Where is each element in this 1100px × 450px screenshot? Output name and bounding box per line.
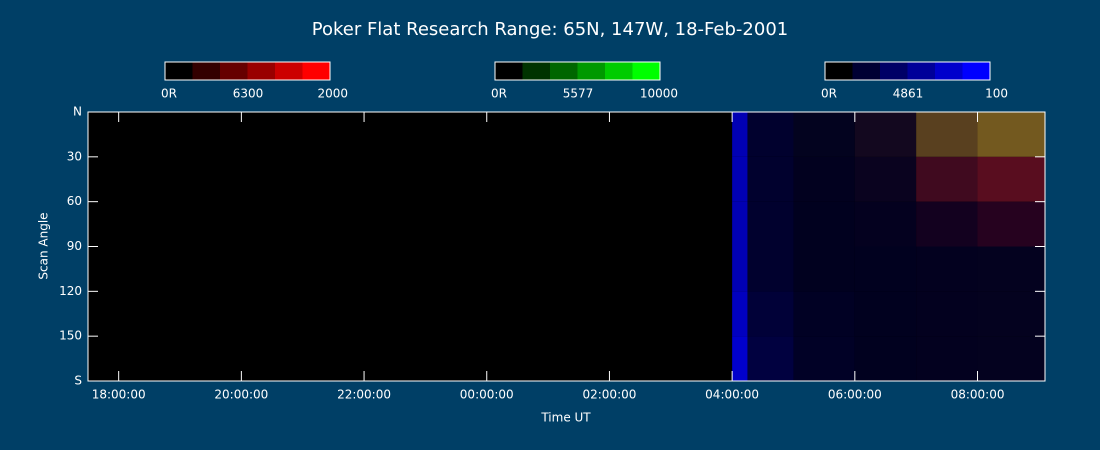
- intensity-cell: [854, 156, 917, 202]
- colorbar-segment: [935, 62, 963, 80]
- intensity-cell: [854, 291, 917, 337]
- x-tick-label: 18:00:00: [92, 388, 146, 402]
- y-tick-label: 60: [67, 194, 82, 208]
- intensity-cell: [793, 246, 855, 292]
- colorbar-segment: [275, 62, 303, 80]
- colorbar-frame: [494, 61, 661, 81]
- x-tick-label: 22:00:00: [337, 388, 391, 402]
- x-tick-label: 00:00:00: [460, 388, 514, 402]
- y-tick-label: 150: [59, 329, 82, 343]
- intensity-cell: [916, 112, 978, 157]
- colorbar-max-label: 10000: [640, 87, 678, 101]
- intensity-cell: [916, 336, 978, 381]
- colorbar-segment: [302, 62, 330, 80]
- x-tick-label: 06:00:00: [828, 388, 882, 402]
- colorbar-max-label: 100: [985, 87, 1008, 101]
- x-tick-label: 08:00:00: [951, 388, 1005, 402]
- intensity-cell: [732, 112, 748, 157]
- intensity-cell: [916, 156, 978, 202]
- intensity-cell: [977, 112, 1045, 157]
- y-tick-label: N: [73, 105, 82, 119]
- intensity-cell: [732, 336, 748, 381]
- intensity-cell: [916, 291, 978, 337]
- intensity-cell: [977, 201, 1045, 247]
- intensity-cell: [854, 246, 917, 292]
- intensity-cell: [732, 246, 748, 292]
- y-tick-label: 90: [67, 239, 82, 253]
- intensity-cell: [747, 112, 794, 157]
- intensity-cell: [747, 201, 794, 247]
- x-tick-label: 02:00:00: [582, 388, 636, 402]
- intensity-cell: [977, 291, 1045, 337]
- colorbar-min-label: 0R: [491, 87, 507, 101]
- intensity-cell: [854, 201, 917, 247]
- intensity-cell: [977, 246, 1045, 292]
- colorbar-segment: [605, 62, 633, 80]
- colorbar-segment: [962, 62, 990, 80]
- intensity-cell: [854, 336, 917, 381]
- y-tick-label: 120: [59, 284, 82, 298]
- colorbar-segment: [247, 62, 275, 80]
- colorbar-segment: [220, 62, 248, 80]
- y-axis-label: Scan Angle: [37, 212, 51, 279]
- intensity-cell: [747, 246, 794, 292]
- colorbar-segment: [907, 62, 935, 80]
- intensity-cell: [977, 156, 1045, 202]
- intensity-cell: [747, 291, 794, 337]
- intensity-cell: [793, 201, 855, 247]
- intensity-cell: [916, 201, 978, 247]
- intensity-cell: [977, 336, 1045, 381]
- intensity-cell: [732, 291, 748, 337]
- colorbar-segment: [495, 62, 523, 80]
- colorbar-segment: [825, 62, 853, 80]
- intensity-cell: [793, 156, 855, 202]
- intensity-cell: [916, 246, 978, 292]
- intensity-cell: [747, 336, 794, 381]
- intensity-cell: [793, 291, 855, 337]
- colorbar-name: 5577: [563, 87, 594, 101]
- y-tick-label: 30: [67, 149, 82, 163]
- colorbar-min-label: 0R: [821, 87, 837, 101]
- y-tick-label: S: [74, 374, 82, 388]
- chart-title: Poker Flat Research Range: 65N, 147W, 18…: [312, 19, 788, 40]
- colorbar-frame: [164, 61, 331, 81]
- intensity-cell: [854, 112, 917, 157]
- colorbar-segment: [632, 62, 660, 80]
- colorbar-max-label: 2000: [317, 87, 348, 101]
- intensity-cell: [747, 156, 794, 202]
- x-axis-label: Time UT: [540, 411, 591, 425]
- colorbar-name: 6300: [233, 87, 264, 101]
- intensity-cell: [732, 201, 748, 247]
- x-tick-label: 20:00:00: [214, 388, 268, 402]
- colorbar-segment: [192, 62, 220, 80]
- colorbar-segment: [577, 62, 605, 80]
- colorbar-segment: [165, 62, 193, 80]
- x-tick-label: 04:00:00: [705, 388, 759, 402]
- colorbar-segment: [852, 62, 880, 80]
- colorbar-name: 4861: [893, 87, 924, 101]
- intensity-cell: [793, 336, 855, 381]
- colorbar-segment: [550, 62, 578, 80]
- intensity-cell: [793, 112, 855, 157]
- colorbar-frame: [824, 61, 991, 81]
- colorbar-min-label: 0R: [161, 87, 177, 101]
- intensity-cell: [732, 156, 748, 202]
- colorbar-segment: [522, 62, 550, 80]
- colorbar-segment: [880, 62, 908, 80]
